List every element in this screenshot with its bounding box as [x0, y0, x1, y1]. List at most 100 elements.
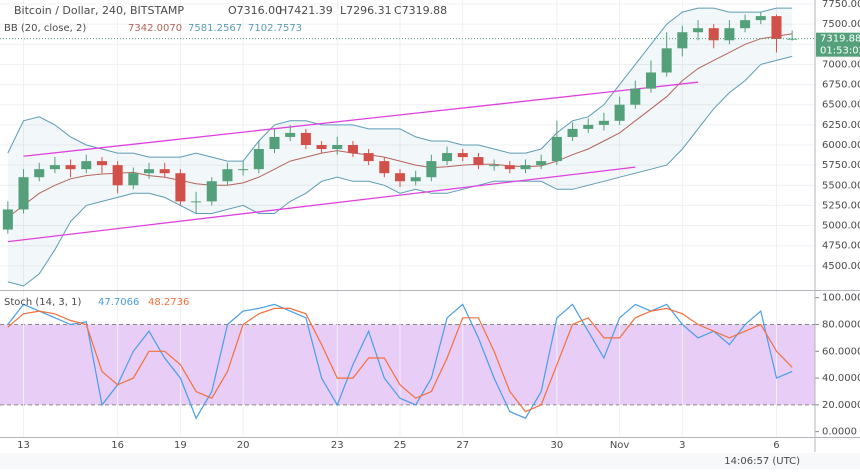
y-tick-label: 6500.00 — [822, 100, 860, 111]
y-tick-label: 7000.00 — [822, 59, 860, 70]
stoch-line — [7, 307, 793, 413]
stoch-label: Stoch (14, 3, 1) — [4, 297, 81, 308]
countdown-label: 01:53:02 — [820, 46, 860, 57]
candle-body — [206, 181, 217, 202]
x-tick-label: 16 — [111, 440, 124, 451]
candle-body — [489, 165, 500, 167]
candle-body — [65, 165, 76, 170]
bb-reading: 7581.2567 — [188, 23, 242, 34]
y-tick-label: 40.0000 — [822, 373, 860, 384]
candle-body — [771, 16, 782, 39]
candle-body — [677, 32, 688, 49]
bb-lower — [7, 55, 793, 287]
x-tick-label: 25 — [394, 440, 407, 451]
stoch-reading: 48.2736 — [148, 297, 189, 308]
candle-body — [708, 28, 719, 41]
y-tick-label: 6000.00 — [822, 140, 860, 151]
last-price-box — [816, 32, 860, 57]
candle-body — [81, 161, 92, 170]
candle-body — [332, 145, 343, 150]
y-tick-label: 4750.00 — [822, 241, 860, 252]
y-tick-label: 4500.00 — [822, 261, 860, 272]
candle-body — [426, 161, 437, 178]
stoch-reading: 47.7066 — [98, 297, 139, 308]
candle-body — [253, 149, 264, 170]
candle-body — [96, 161, 107, 166]
candle-body — [238, 169, 249, 171]
candle-body — [222, 169, 233, 182]
ohlc-low: L7296.31 — [340, 4, 392, 17]
candle-body — [630, 88, 641, 105]
candle-body — [551, 136, 562, 162]
candle-body — [614, 104, 625, 121]
stoch-line — [7, 303, 793, 420]
bb-upper — [7, 7, 793, 162]
y-tick-label: 6250.00 — [822, 120, 860, 131]
candle-body — [49, 165, 60, 170]
x-tick-label: 6 — [773, 440, 779, 451]
candle-body — [316, 145, 327, 150]
candle-body — [112, 165, 123, 186]
candle-body — [128, 173, 139, 186]
y-tick-label: 5750.00 — [822, 160, 860, 171]
candle-body — [18, 177, 29, 210]
trendline — [7, 166, 636, 243]
y-tick-label: 80.0000 — [822, 319, 860, 330]
y-tick-label: 60.0000 — [822, 346, 860, 357]
x-tick-label: 30 — [550, 440, 563, 451]
candle-body — [598, 120, 609, 125]
plot — [0, 7, 815, 420]
last-price-label: 7319.88 — [820, 34, 860, 45]
candle-body — [473, 157, 484, 166]
bb-label: BB (20, close, 2) — [4, 23, 86, 34]
candle-body — [536, 161, 547, 166]
candle-body — [363, 153, 374, 162]
candle-body — [457, 153, 468, 158]
candle-body — [520, 165, 531, 170]
candle-body — [159, 169, 170, 174]
bb-reading: 7102.7573 — [248, 23, 302, 34]
x-tick-label: 20 — [237, 440, 250, 451]
x-tick-label: 13 — [17, 440, 30, 451]
y-tick-label: 0.0000 — [822, 427, 857, 438]
candle-body — [583, 124, 594, 129]
y-tick-label: 7750.00 — [822, 0, 860, 10]
y-tick-label: 6750.00 — [822, 80, 860, 91]
symbol: Bitcoin / Dollar, 240, BITSTAMP — [14, 4, 184, 17]
ohlc-open: O7316.00 — [228, 4, 282, 17]
toolbar-clock: 14:06:57 (UTC) — [724, 456, 800, 467]
ohlc-close: C7319.88 — [394, 4, 447, 17]
x-tick-label: 23 — [331, 440, 344, 451]
candle-body — [567, 128, 578, 137]
ohlc-high: H7421.39 — [279, 4, 333, 17]
trendline — [23, 81, 699, 157]
y-tick-label: 5000.00 — [822, 221, 860, 232]
y-tick-label: 7500.00 — [822, 19, 860, 30]
candle-body — [300, 132, 311, 145]
bb-middle — [7, 33, 793, 218]
candle-body — [191, 201, 202, 203]
y-tick-label: 100.0000 — [822, 293, 860, 304]
x-tick-label: Nov — [610, 440, 630, 451]
stoch-band — [0, 324, 815, 405]
candle-body — [144, 169, 155, 174]
candle-body — [740, 20, 751, 29]
candle-body — [34, 169, 45, 178]
y-tick-label: 5250.00 — [822, 200, 860, 211]
candle-body — [724, 28, 735, 41]
bb-fill — [7, 8, 793, 286]
candle-body — [661, 48, 672, 73]
candle-body — [2, 209, 13, 230]
candle-body — [175, 173, 186, 202]
candle-body — [755, 16, 766, 21]
toolbar — [0, 453, 860, 469]
y-tick-label: 20.0000 — [822, 400, 860, 411]
candle-body — [693, 28, 704, 33]
candle-body — [442, 153, 453, 162]
candle-body — [410, 177, 421, 182]
candle-body — [645, 72, 656, 89]
candle-body — [394, 173, 406, 182]
y-tick-label: 5500.00 — [822, 180, 860, 191]
candle-body — [269, 136, 280, 150]
